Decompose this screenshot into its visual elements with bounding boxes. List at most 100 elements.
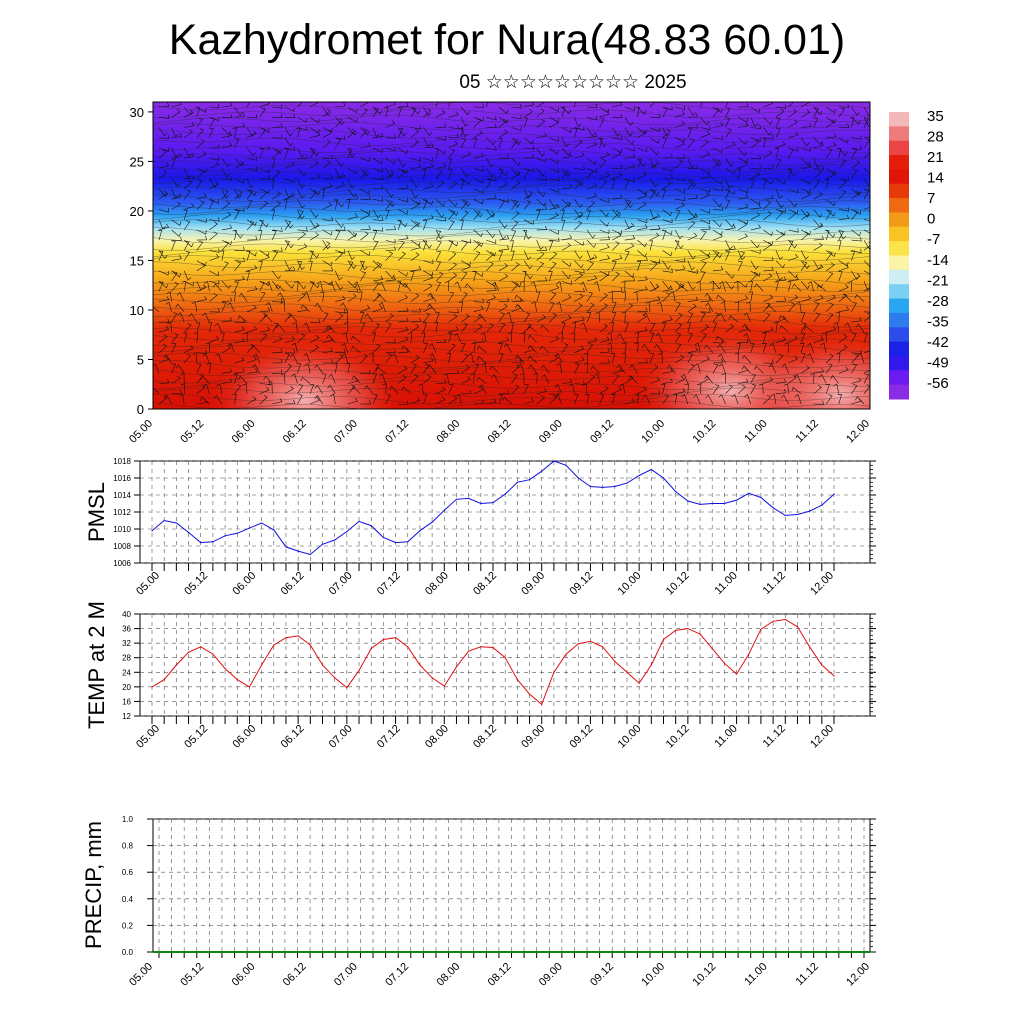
wind-barb: [184, 175, 195, 180]
wind-barb: [203, 281, 210, 292]
wind-barb: [863, 384, 870, 394]
x-tick-label: 05.00: [127, 961, 155, 989]
wind-barb: [507, 332, 513, 343]
wind-barb: [675, 137, 685, 143]
wind-barb: [611, 261, 617, 272]
wind-barb: [453, 332, 462, 343]
wind-barb: [763, 256, 774, 261]
wind-barb: [669, 291, 676, 302]
wind-barb: [527, 355, 537, 364]
wind-barb: [410, 354, 420, 364]
wind-barb: [460, 322, 468, 333]
wind-barb: [398, 336, 409, 343]
wind-barb: [616, 333, 626, 343]
wind-barb: [410, 221, 419, 231]
contour-line: [153, 234, 870, 244]
wind-barb: [800, 157, 811, 166]
wind-barb: [308, 260, 313, 271]
wind-barb: [662, 175, 674, 180]
wind-barb: [511, 230, 517, 241]
wind-barb: [549, 313, 558, 323]
wind-barb: [687, 113, 699, 118]
wind-barb: [234, 138, 240, 149]
wind-barb: [347, 168, 358, 175]
wind-barb: [291, 373, 298, 384]
wind-barb: [448, 111, 459, 118]
wind-barb: [379, 373, 386, 384]
wind-barb: [435, 136, 447, 141]
wind-barb: [560, 107, 566, 118]
data-point: [589, 640, 592, 642]
contour-line: [153, 359, 870, 369]
wind-barb: [448, 384, 454, 394]
wind-barb: [712, 121, 724, 128]
wind-barb: [712, 159, 721, 169]
wind-barb: [385, 251, 394, 261]
wind-barb: [209, 181, 219, 190]
wind-barb: [838, 137, 849, 144]
wind-barb: [574, 394, 579, 405]
wind-barb: [177, 312, 185, 323]
data-point: [809, 646, 811, 648]
data-point: [248, 527, 251, 529]
y-tick-label: 1014: [113, 491, 131, 500]
wind-barb: [734, 352, 740, 364]
wind-barb: [410, 244, 421, 251]
wind-barb: [863, 365, 870, 374]
wind-barb: [385, 157, 396, 165]
wind-barb: [382, 383, 387, 394]
wind-barb: [498, 343, 503, 353]
wind-barb: [183, 239, 194, 248]
colorbar-label: -14: [927, 252, 949, 269]
wind-barb: [838, 334, 848, 343]
wind-barb: [826, 262, 835, 272]
wind-barb: [736, 168, 741, 179]
wind-barb: [574, 126, 585, 131]
wind-barb: [536, 175, 547, 181]
wind-barb: [486, 211, 496, 220]
wind-barb: [554, 353, 563, 364]
contour-line: [153, 247, 870, 258]
wind-barb: [700, 187, 711, 193]
wind-barb: [737, 137, 748, 145]
contour-line: [153, 380, 870, 390]
wind-barb: [813, 117, 819, 128]
wind-barb: [347, 293, 357, 302]
wind-barb: [763, 116, 773, 125]
wind-barb: [221, 378, 233, 384]
wind-barb: [303, 322, 311, 333]
wind-barb: [788, 355, 799, 364]
wind-barb: [498, 336, 510, 343]
wind-barb: [351, 335, 361, 343]
wind-barb: [385, 170, 395, 179]
wind-barb: [195, 107, 201, 118]
wind-barb: [763, 359, 774, 364]
wind-barb: [662, 180, 672, 190]
wind-barb: [838, 271, 843, 282]
wind-barb: [649, 160, 660, 169]
wind-barb: [795, 301, 802, 312]
wind-barb: [284, 353, 290, 364]
wind-barb: [584, 393, 590, 405]
wind-barb: [309, 219, 319, 229]
wind-barb: [473, 210, 481, 220]
wind-barb: [372, 292, 382, 302]
wind-barb: [738, 326, 749, 333]
wind-barb: [611, 241, 620, 251]
wind-barb: [838, 189, 846, 200]
wind-barb: [700, 297, 711, 302]
wind-barb: [763, 326, 774, 333]
wind-barb: [446, 352, 452, 364]
wind-barb: [371, 332, 376, 343]
data-point: [650, 468, 652, 471]
wind-barb: [221, 113, 233, 119]
wind-barb: [522, 230, 528, 241]
wind-barb: [196, 218, 207, 223]
wind-barb: [271, 158, 276, 169]
wind-barb: [435, 230, 442, 241]
wind-barb: [297, 306, 308, 313]
data-point: [382, 638, 384, 641]
wind-barb: [158, 378, 170, 384]
wind-barb: [157, 230, 163, 241]
wind-barb: [473, 324, 483, 333]
